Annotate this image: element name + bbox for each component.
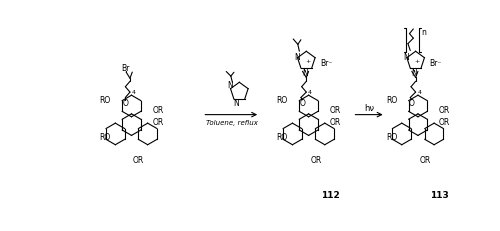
Text: O: O (409, 99, 414, 108)
Text: Br⁻: Br⁻ (430, 58, 442, 67)
Text: Br⁻: Br⁻ (320, 58, 332, 67)
Text: RO: RO (276, 96, 288, 105)
Text: O: O (122, 99, 128, 108)
Text: OR: OR (420, 155, 430, 164)
Text: +: + (305, 59, 310, 64)
Text: RO: RO (276, 133, 288, 142)
Text: Toluene, reflux: Toluene, reflux (206, 120, 258, 126)
Text: 113: 113 (430, 190, 449, 199)
Text: 4: 4 (418, 89, 422, 94)
Text: O: O (300, 99, 306, 108)
Text: 4: 4 (308, 89, 312, 94)
Text: RO: RO (100, 133, 110, 142)
Text: OR: OR (133, 155, 144, 164)
Text: N: N (234, 98, 239, 107)
Text: Br: Br (121, 64, 130, 73)
Text: RO: RO (386, 133, 397, 142)
Text: N: N (302, 68, 308, 77)
Text: OR: OR (330, 105, 340, 114)
Text: OR: OR (330, 118, 340, 127)
Text: N: N (294, 53, 300, 62)
Text: OR: OR (438, 105, 450, 114)
Text: OR: OR (310, 155, 322, 164)
Text: N: N (404, 53, 409, 62)
Text: OR: OR (152, 105, 164, 114)
Text: N: N (227, 81, 233, 90)
Text: hν: hν (364, 104, 374, 113)
Text: 112: 112 (321, 190, 340, 199)
Text: RO: RO (386, 96, 397, 105)
Text: 4: 4 (132, 89, 136, 94)
Text: OR: OR (152, 118, 164, 127)
Text: OR: OR (438, 118, 450, 127)
Text: N: N (411, 68, 417, 77)
Text: +: + (414, 59, 420, 64)
Text: RO: RO (100, 96, 110, 105)
Text: n: n (422, 28, 426, 36)
